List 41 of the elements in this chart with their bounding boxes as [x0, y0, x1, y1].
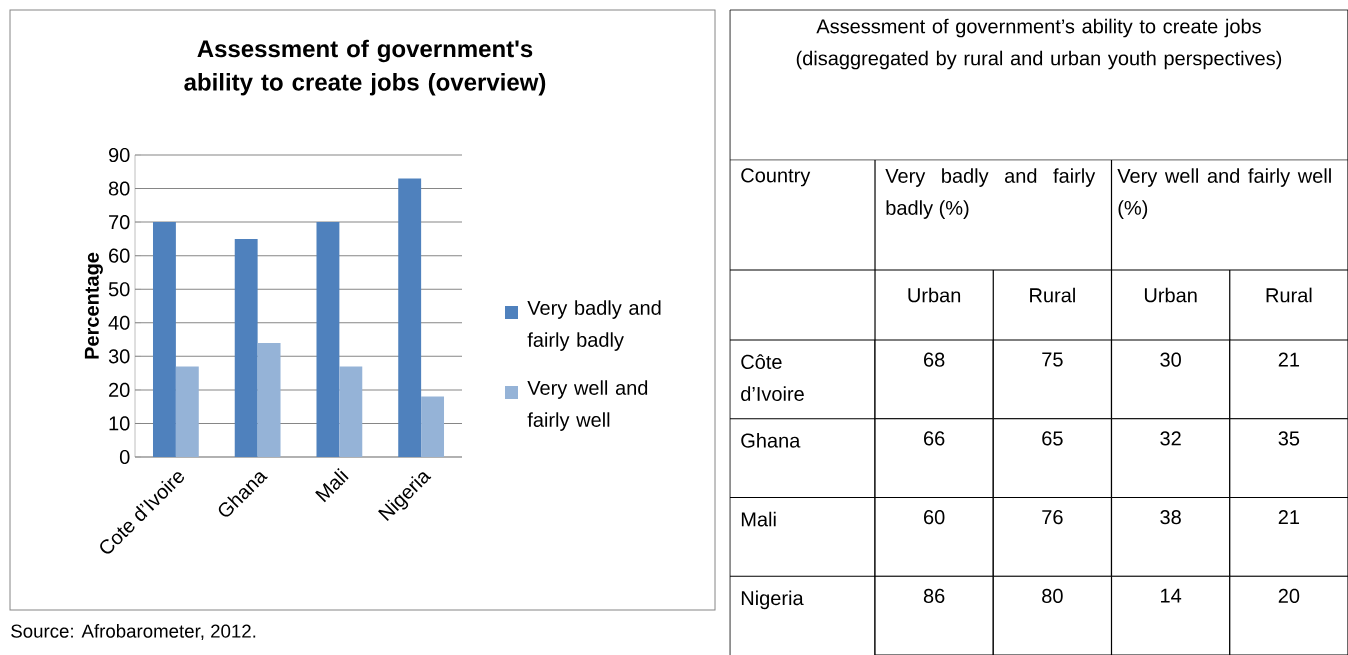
y-tick-label: 80	[108, 181, 130, 196]
data-label: 66	[924, 431, 945, 446]
data-label: 30	[1160, 352, 1181, 367]
data-label: 38	[1160, 510, 1181, 525]
legend-label: Very well and fairly well	[527, 380, 648, 431]
y-tick-label: 50	[108, 282, 130, 297]
legend-label: Very badly and fairly badly	[527, 300, 661, 351]
y-axis-title: Percentage	[84, 252, 103, 359]
y-tick-label: 70	[109, 215, 130, 230]
y-tick-label: 90	[108, 147, 130, 163]
data-label: 20	[1278, 588, 1300, 603]
text: Country	[741, 168, 811, 187]
data-label: 80	[1042, 588, 1063, 603]
x-tick-label: Urban	[1144, 287, 1197, 303]
data-label: 68	[924, 352, 945, 367]
data-label: 32	[1160, 431, 1181, 446]
data-label: 35	[1278, 431, 1300, 446]
source-note: Source: Afrobarometer, 2012.	[11, 624, 256, 640]
x-tick-label: Urban	[908, 287, 961, 303]
y-tick-label: 10	[109, 416, 130, 431]
data-label: 21	[1278, 352, 1300, 367]
y-tick-label: 0	[119, 449, 130, 465]
y-tick-label: 40	[108, 315, 130, 330]
x-tick-label: Rural	[1030, 287, 1075, 303]
chart-title: Assessment of government’s ability to create jobs (disaggregated by rural and urban youth perspectives)	[796, 18, 1282, 70]
y-tick-label: 60	[109, 248, 130, 263]
data-label: 14	[1161, 588, 1182, 603]
y-tick-label: Côte d’Ivoire	[741, 354, 804, 401]
y-tick-label: Nigeria	[741, 590, 804, 610]
y-tick-label: 30	[108, 349, 130, 364]
data-label: 60	[924, 510, 945, 525]
x-tick-label: Rural	[1266, 287, 1312, 303]
data-label: 75	[1042, 352, 1063, 367]
y-tick-label: 20	[109, 382, 130, 397]
data-label: 65	[1042, 431, 1063, 446]
text: Very well and fairly well (%)	[1117, 168, 1331, 219]
data-label: 76	[1042, 510, 1063, 525]
data-label: 86	[923, 588, 945, 603]
y-tick-label: Ghana	[741, 433, 801, 448]
text: Very badly and fairly badly (%)	[885, 168, 1096, 219]
chart-title: Assessment of government's ability to create jobs (overview)	[184, 39, 546, 96]
